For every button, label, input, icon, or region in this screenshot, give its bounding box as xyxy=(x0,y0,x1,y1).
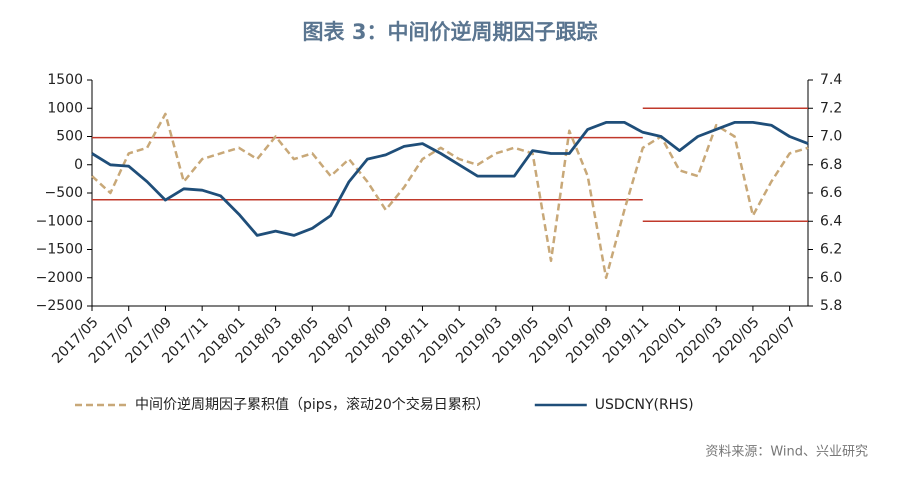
y2-tick-label: 6.8 xyxy=(820,157,842,173)
y-tick-label: −500 xyxy=(45,185,83,201)
y-tick-label: −1000 xyxy=(36,213,83,229)
y-tick-label: 1000 xyxy=(47,100,83,116)
y2-tick-label: 5.8 xyxy=(820,298,842,314)
y-tick-label: 1500 xyxy=(47,72,83,88)
y-tick-label: −1500 xyxy=(36,242,83,258)
y2-tick-label: 6.2 xyxy=(820,242,842,258)
y-tick-label: 500 xyxy=(56,129,83,145)
y-tick-label: 0 xyxy=(74,157,83,173)
y2-tick-label: 6.4 xyxy=(820,213,842,229)
y-tick-label: −2000 xyxy=(36,270,83,286)
y2-tick-label: 6.6 xyxy=(820,185,842,201)
series-line xyxy=(91,121,809,237)
y2-tick-label: 7.0 xyxy=(820,129,842,145)
legend-label: USDCNY(RHS) xyxy=(595,397,694,413)
y2-tick-label: 6.0 xyxy=(820,270,842,286)
chart-title: 图表 3：中间价逆周期因子跟踪 xyxy=(303,20,598,44)
series-line xyxy=(91,112,809,280)
source: 资料来源：Wind、兴业研究 xyxy=(705,445,868,460)
y2-tick-label: 7.4 xyxy=(820,72,842,88)
legend-label: 中间价逆周期因子累积值（pips，滚动20个交易日累积） xyxy=(135,396,490,413)
y2-tick-label: 7.2 xyxy=(820,100,842,116)
y-tick-label: −2500 xyxy=(36,298,83,314)
